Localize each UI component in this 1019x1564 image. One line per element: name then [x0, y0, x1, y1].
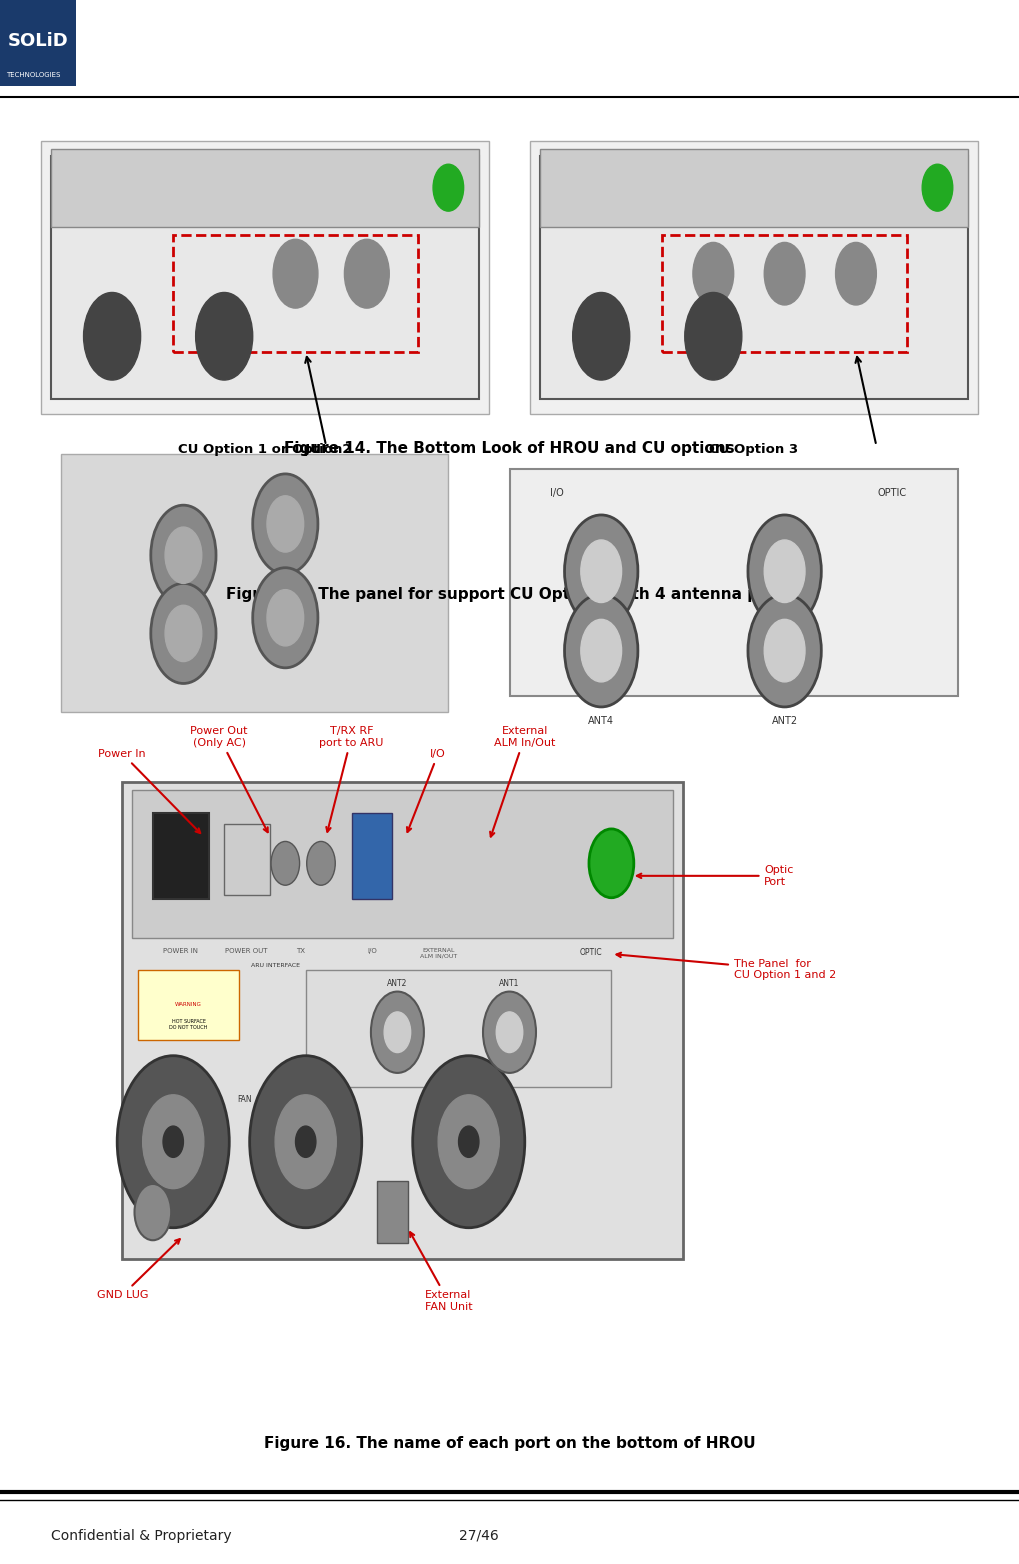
Circle shape [581, 619, 622, 682]
Circle shape [267, 590, 304, 646]
Text: SOLiD: SOLiD [8, 31, 69, 50]
Circle shape [151, 505, 216, 605]
Text: ANT3: ANT3 [588, 637, 614, 647]
Circle shape [438, 1095, 499, 1189]
Text: I/O: I/O [367, 948, 377, 954]
Circle shape [267, 496, 304, 552]
Text: ANT4: ANT4 [588, 716, 614, 726]
Text: I/O: I/O [407, 749, 446, 832]
Text: Figure 16. The name of each port on the bottom of HROU: Figure 16. The name of each port on the … [264, 1436, 755, 1451]
FancyBboxPatch shape [530, 141, 978, 414]
Text: CU Option 3: CU Option 3 [709, 443, 799, 455]
Text: Power Out
(Only AC): Power Out (Only AC) [191, 726, 268, 832]
Text: ARU INTERFACE: ARU INTERFACE [251, 963, 300, 968]
Text: OPTIC: OPTIC [877, 488, 907, 497]
Circle shape [764, 619, 805, 682]
FancyBboxPatch shape [0, 0, 76, 86]
Text: ANT2: ANT2 [771, 716, 798, 726]
Circle shape [163, 1126, 183, 1157]
FancyBboxPatch shape [41, 141, 489, 414]
Text: Power In: Power In [99, 749, 200, 834]
Circle shape [565, 515, 638, 627]
Circle shape [413, 1056, 525, 1228]
FancyBboxPatch shape [540, 149, 968, 227]
Text: CU Option 1 or Option2: CU Option 1 or Option2 [178, 443, 352, 455]
FancyBboxPatch shape [540, 156, 968, 399]
FancyBboxPatch shape [352, 813, 392, 899]
Text: External
ALM In/Out: External ALM In/Out [490, 726, 555, 837]
Circle shape [143, 1095, 204, 1189]
Circle shape [565, 594, 638, 707]
Text: The Panel  for
CU Option 1 and 2: The Panel for CU Option 1 and 2 [616, 952, 836, 981]
Circle shape [496, 1012, 523, 1053]
Text: ANT1: ANT1 [771, 637, 798, 647]
Circle shape [196, 292, 253, 380]
Circle shape [253, 568, 318, 668]
FancyBboxPatch shape [51, 156, 479, 399]
Text: ANT1: ANT1 [499, 979, 520, 988]
Text: ANT2: ANT2 [387, 979, 408, 988]
FancyBboxPatch shape [61, 454, 448, 712]
Circle shape [151, 583, 216, 683]
Circle shape [271, 841, 300, 885]
Text: HOT SURFACE
DO NOT TOUCH: HOT SURFACE DO NOT TOUCH [169, 1020, 208, 1029]
FancyBboxPatch shape [138, 970, 239, 1040]
Circle shape [135, 1184, 171, 1240]
Circle shape [764, 540, 805, 602]
Circle shape [165, 527, 202, 583]
Circle shape [573, 292, 630, 380]
Text: Figure 14. The Bottom Look of HROU and CU options: Figure 14. The Bottom Look of HROU and C… [284, 441, 735, 457]
Text: POWER IN: POWER IN [163, 948, 198, 954]
FancyBboxPatch shape [51, 149, 479, 227]
Circle shape [433, 164, 464, 211]
Text: POWER OUT: POWER OUT [225, 948, 268, 954]
Circle shape [165, 605, 202, 662]
Circle shape [275, 1095, 336, 1189]
FancyBboxPatch shape [377, 1181, 408, 1243]
Circle shape [581, 540, 622, 602]
Text: TX: TX [297, 948, 305, 954]
Text: I/O: I/O [550, 488, 564, 497]
Circle shape [296, 1126, 316, 1157]
Text: EXTERNAL
ALM IN/OUT: EXTERNAL ALM IN/OUT [420, 948, 457, 959]
Text: Figure 15. The panel for support CU Option3 with 4 antenna ports: Figure 15. The panel for support CU Opti… [226, 586, 793, 602]
Circle shape [117, 1056, 229, 1228]
Text: OPTIC: OPTIC [580, 948, 602, 957]
Text: Confidential & Proprietary: Confidential & Proprietary [51, 1530, 231, 1542]
Circle shape [459, 1126, 479, 1157]
Text: T/RX RF
port to ARU: T/RX RF port to ARU [319, 726, 384, 832]
Circle shape [589, 829, 634, 898]
Circle shape [483, 992, 536, 1073]
Text: External
FAN Unit: External FAN Unit [410, 1232, 472, 1312]
FancyBboxPatch shape [132, 790, 673, 938]
Circle shape [764, 242, 805, 305]
Circle shape [836, 242, 876, 305]
Text: 27/46: 27/46 [459, 1530, 498, 1542]
Circle shape [344, 239, 389, 308]
Circle shape [922, 164, 953, 211]
FancyBboxPatch shape [224, 824, 270, 895]
Circle shape [253, 474, 318, 574]
Text: FAN: FAN [237, 1095, 252, 1104]
FancyBboxPatch shape [122, 782, 683, 1259]
Circle shape [748, 594, 821, 707]
Text: WARNING: WARNING [175, 1001, 202, 1007]
FancyBboxPatch shape [153, 813, 209, 899]
FancyBboxPatch shape [510, 469, 958, 696]
Text: Optic
Port: Optic Port [637, 865, 794, 887]
Circle shape [748, 515, 821, 627]
Circle shape [84, 292, 141, 380]
FancyBboxPatch shape [306, 970, 611, 1087]
Circle shape [384, 1012, 411, 1053]
Text: GND LUG: GND LUG [97, 1239, 179, 1300]
Text: TECHNOLOGIES: TECHNOLOGIES [6, 72, 60, 78]
Circle shape [685, 292, 742, 380]
Circle shape [273, 239, 318, 308]
Circle shape [250, 1056, 362, 1228]
Circle shape [371, 992, 424, 1073]
Circle shape [307, 841, 335, 885]
Circle shape [693, 242, 734, 305]
